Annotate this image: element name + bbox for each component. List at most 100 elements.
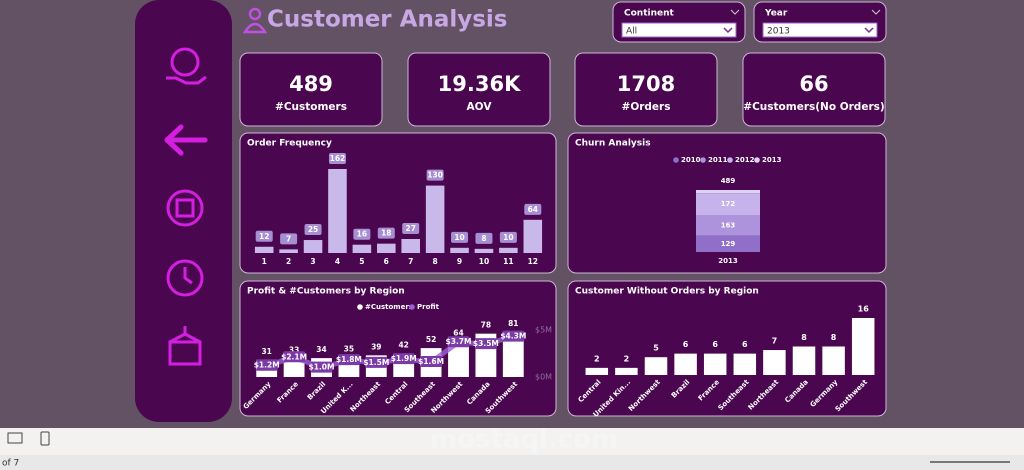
bar [279, 249, 298, 253]
data-label: $3.7M [446, 337, 472, 346]
data-label-bg [426, 169, 444, 181]
bar [851, 318, 875, 375]
kpi-label: #Customers(No Orders) [743, 101, 884, 113]
slicer-dropdown[interactable] [762, 22, 878, 38]
product-icon[interactable] [168, 340, 202, 366]
returns-icon[interactable] [166, 189, 204, 227]
panel [239, 280, 557, 417]
data-label: 172 [721, 200, 736, 208]
bar [450, 247, 469, 253]
data-label: $1.9M [391, 354, 417, 363]
data-label: $1.2M [254, 361, 280, 370]
sidebar-icons [164, 47, 208, 366]
data-label: 8 [831, 333, 837, 342]
x-tick-label: 8 [433, 257, 438, 266]
data-label-bg [451, 231, 469, 243]
legend-label: 2012 [735, 156, 755, 164]
data-label: 31 [261, 347, 271, 356]
money-icon[interactable] [170, 47, 200, 77]
chart-title: Order Frequency [247, 139, 332, 149]
data-label: 163 [721, 221, 736, 229]
status-bar [0, 455, 1024, 470]
data-label-bg [402, 223, 420, 234]
data-label-bg [447, 336, 470, 348]
legend-label: Profit [417, 303, 440, 311]
bar [425, 185, 445, 253]
bar [585, 367, 609, 375]
time-icon[interactable] [166, 259, 204, 297]
panel [407, 52, 551, 127]
legend-swatch [673, 157, 679, 163]
x-tick-label: 7 [408, 257, 413, 266]
slicer-label: Year [764, 9, 788, 19]
back-arrow[interactable] [164, 124, 208, 156]
data-label: $2.1M [281, 352, 307, 361]
data-label: $1.0M [309, 363, 335, 372]
data-label-bg [392, 353, 415, 365]
bar [352, 244, 372, 253]
panel [567, 280, 887, 417]
data-label: 35 [344, 345, 354, 354]
zoom-slider[interactable] [930, 461, 1010, 463]
data-label-bg [499, 231, 517, 243]
data-label: 16 [858, 305, 870, 314]
bar [792, 346, 816, 375]
data-label-bg [420, 355, 443, 367]
legend-swatch [409, 304, 415, 310]
data-label-bg [255, 359, 278, 371]
bar-segment [696, 193, 760, 215]
tab-bar [0, 428, 1024, 455]
data-label: 10 [454, 233, 464, 242]
data-label: 81 [508, 319, 518, 328]
data-label: 129 [721, 240, 736, 248]
kpi-value: 66 [799, 72, 828, 96]
dropdown-arrow [723, 27, 733, 34]
data-label: 12 [259, 232, 269, 241]
slicer-dropdown[interactable] [621, 22, 737, 38]
bar [499, 247, 518, 253]
bar [502, 332, 524, 377]
bar [822, 346, 845, 375]
legend-label: 2013 [762, 156, 782, 164]
data-label: 5 [653, 344, 659, 353]
data-label: 25 [308, 225, 318, 234]
data-label: 8 [481, 234, 486, 243]
data-label: 162 [330, 154, 346, 163]
data-label: 33 [289, 346, 299, 355]
money-hand [166, 75, 207, 85]
dropdown-arrow [864, 27, 874, 34]
data-label: 7 [286, 234, 291, 243]
data-label: $3.5M [473, 339, 499, 348]
data-label: $4.3M [500, 332, 526, 341]
sidebar [135, 0, 232, 422]
data-label: 130 [427, 171, 443, 180]
desktop-view-icon[interactable] [7, 432, 23, 444]
panel [239, 52, 383, 127]
data-label: 6 [683, 340, 689, 349]
product-lid [169, 326, 201, 344]
panel [742, 52, 886, 127]
data-label-bg [474, 338, 497, 350]
data-label: 2 [624, 354, 630, 363]
x-tick-label: 12 [528, 257, 538, 266]
x-tick-label: 3 [310, 257, 315, 266]
kpi-label: #Customers [275, 101, 347, 113]
title-icon-head [248, 7, 262, 21]
legend-label: #Customers [365, 303, 413, 311]
panel [574, 52, 718, 127]
data-label: 16 [357, 230, 367, 239]
slicer-label: Continent [624, 9, 675, 19]
slicer-chevron [871, 9, 881, 15]
mobile-view-icon[interactable] [40, 431, 50, 446]
watermark: mostaql.com [430, 425, 618, 455]
x-tick-label: 6 [384, 257, 389, 266]
bar [615, 367, 638, 375]
bar [401, 239, 420, 253]
kpi-label: #Orders [622, 101, 671, 113]
legend-label: 2010 [681, 156, 701, 164]
data-label: 7 [772, 337, 778, 346]
profit-line [265, 334, 514, 371]
bar [763, 350, 786, 375]
